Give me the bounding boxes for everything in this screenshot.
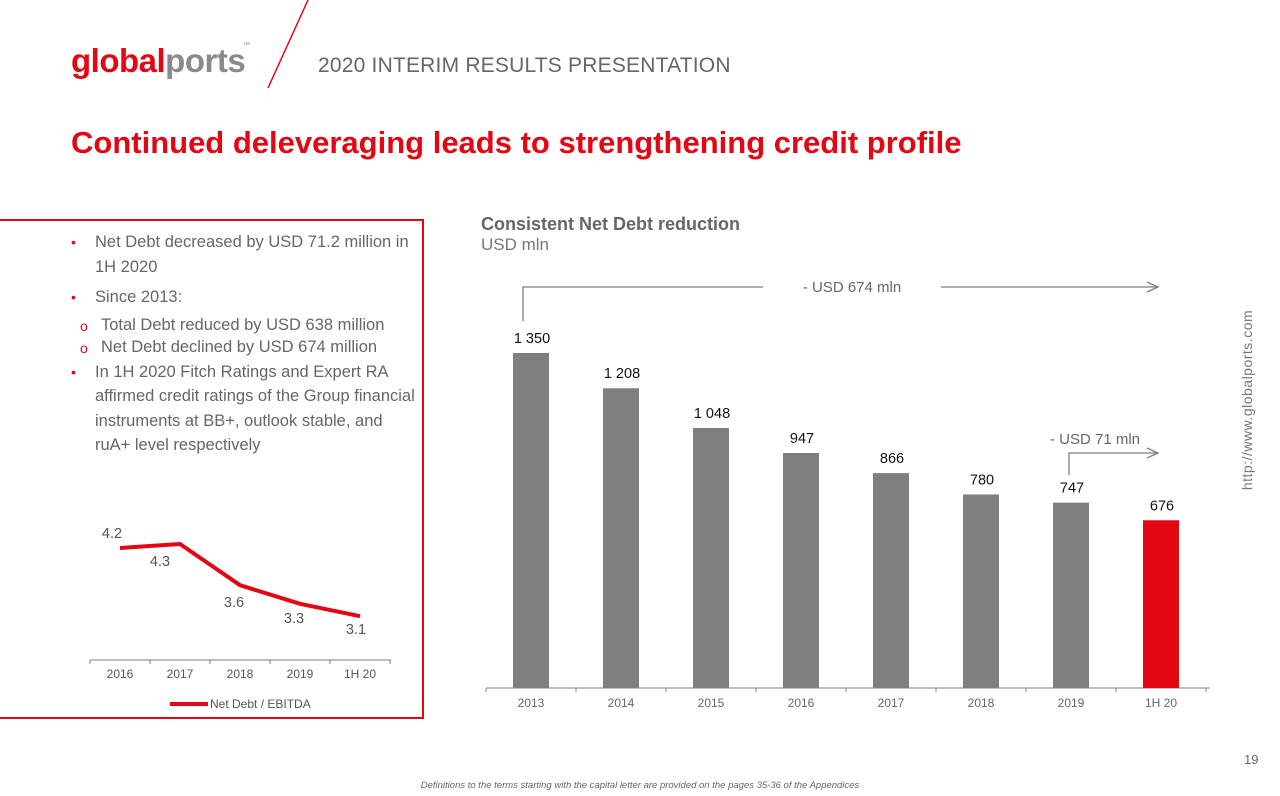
bar: [603, 388, 639, 688]
x-tick-label: 1H 20: [1145, 696, 1177, 710]
net-debt-bar-chart: 1 350 2013 1 208 2014 1 048 2015 947 2016 866 201…: [485, 279, 1210, 710]
bullet-item: Net Debt decreased by USD 71.2 million i…: [71, 230, 416, 279]
logo-part-global: global: [71, 42, 166, 79]
data-value-label: 3.1: [346, 622, 366, 638]
annotation-arrowhead: [1146, 281, 1160, 293]
x-tick-label: 2016: [788, 696, 815, 710]
sub-bullet-item: Net Debt declined by USD 674 million: [70, 338, 416, 357]
bar-chart-unit: USD mln: [481, 235, 550, 254]
bullet-item: Since 2013:: [71, 285, 416, 310]
bar-chart-title: Consistent Net Debt reduction: [481, 214, 741, 234]
x-tick-label: 1H 20: [344, 667, 376, 681]
data-value-label: 3.3: [284, 611, 304, 627]
bar: [873, 473, 909, 688]
x-tick-label: 2017: [167, 667, 194, 681]
x-tick-label: 2013: [518, 696, 545, 710]
data-value-label: 3.6: [224, 595, 244, 611]
bar-value-label: 866: [880, 451, 904, 467]
bar: [513, 353, 549, 688]
key-points-panel: [0, 219, 424, 719]
bar-value-label: 747: [1060, 481, 1084, 497]
x-tick-label: 2014: [608, 696, 635, 710]
x-tick-label: 2019: [1058, 696, 1085, 710]
bar: [1143, 520, 1179, 688]
x-tick-label: 2018: [968, 696, 995, 710]
net-debt-ebitda-chart: 4.2 4.3 3.6 3.3 3.1 2016 2017 2018 2019 1H 20 Net …: [89, 526, 391, 711]
side-website-url[interactable]: http://www.globalports.com: [1239, 309, 1255, 491]
x-tick-label: 2018: [227, 667, 254, 681]
logo-part-ports: ports: [165, 42, 246, 79]
slide-title: Continued deleveraging leads to strength…: [71, 125, 962, 160]
data-value-label: 4.3: [150, 554, 170, 570]
x-tick-label: 2016: [107, 667, 134, 681]
annotation-arrow-line: [522, 286, 763, 321]
x-tick-label: 2017: [878, 696, 905, 710]
bar-value-label: 1 048: [694, 406, 730, 422]
bar-value-label: 947: [790, 431, 814, 447]
bar: [783, 453, 819, 688]
annotation-label: - USD 71 mln: [1050, 431, 1140, 448]
page-number: 19: [1244, 752, 1259, 767]
bar: [693, 427, 729, 688]
bullet-list: Net Debt decreased by USD 71.2 million i…: [71, 230, 416, 464]
logo-trademark: ™: [243, 42, 250, 49]
data-value-label: 4.2: [102, 526, 122, 542]
annotation-arrow-line: [1068, 452, 1157, 475]
bar: [1053, 502, 1089, 688]
globalports-logo: globalports ™: [71, 42, 250, 79]
x-tick-label: 2015: [698, 696, 725, 710]
annotation-arrowhead: [1146, 447, 1160, 459]
bar-value-label: 780: [970, 472, 994, 488]
bar-value-label: 676: [1150, 498, 1174, 514]
bar: [963, 494, 999, 688]
bar-value-label: 1 350: [514, 331, 550, 347]
sub-bullet-item: Total Debt reduced by USD 638 million: [70, 316, 416, 335]
header-divider-slash: [267, 0, 309, 89]
x-tick-label: 2019: [287, 667, 314, 681]
bar-value-label: 1 208: [604, 366, 640, 382]
bullet-item: In 1H 2020 Fitch Ratings and Expert RA a…: [71, 360, 416, 458]
legend-label: Net Debt / EBITDA: [210, 697, 311, 711]
annotation-label: - USD 674 mln: [803, 279, 901, 296]
presentation-title: 2020 INTERIM RESULTS PRESENTATION: [318, 54, 731, 77]
footnote: Definitions to the terms starting with t…: [420, 780, 860, 791]
